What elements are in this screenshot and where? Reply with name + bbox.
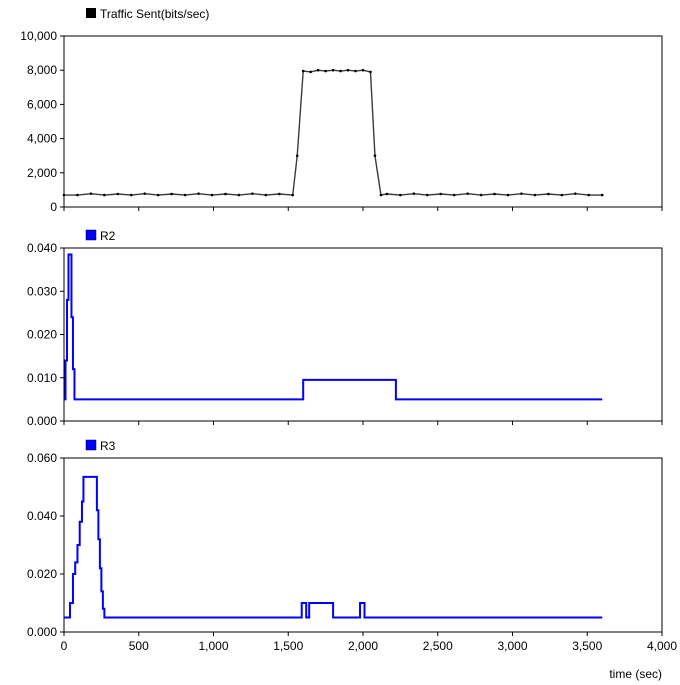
- data-point-traffic-sent: [533, 193, 537, 197]
- panel-r2: R2 0.000 0.010 0.020 0.030 0.040: [27, 229, 663, 428]
- x-axis-label: time (sec): [609, 667, 662, 681]
- x-tick-label: 0: [61, 639, 68, 653]
- y-tick-label-r2: 0.010: [27, 371, 57, 385]
- x-tick-label: 1,500: [273, 639, 303, 653]
- data-point-traffic-sent: [452, 193, 456, 197]
- data-point-traffic-sent: [361, 68, 365, 72]
- legend-swatch-r3: [85, 439, 97, 451]
- x-tick-label: 500: [129, 639, 149, 653]
- data-point-traffic-sent: [197, 192, 200, 195]
- series-line-r2: [64, 253, 603, 401]
- data-point-traffic-sent: [170, 192, 173, 196]
- data-point-traffic-sent: [506, 193, 510, 197]
- data-point-traffic-sent: [379, 193, 383, 197]
- series-line-r3: [64, 475, 603, 619]
- legend-label-r3: R3: [100, 439, 116, 453]
- data-point-traffic-sent: [425, 193, 429, 197]
- y-tick-label-r3: 0.020: [27, 567, 57, 581]
- data-point-traffic-sent: [251, 192, 254, 195]
- y-tick-label-traffic-sent: 4,000: [27, 132, 57, 146]
- x-tick-label: 3,500: [572, 639, 602, 653]
- x-tick-label: 4,000: [647, 639, 677, 653]
- data-point-traffic-sent: [547, 192, 550, 196]
- data-point-traffic-sent: [183, 193, 187, 197]
- data-point-traffic-sent: [385, 192, 389, 196]
- legend-swatch-r2: [85, 229, 97, 241]
- plot-frame-r2: [63, 247, 663, 422]
- data-point-traffic-sent: [301, 69, 305, 73]
- data-point-traffic-sent: [237, 193, 241, 197]
- data-point-traffic-sent: [373, 154, 377, 157]
- series-line-traffic-sent: [64, 69, 603, 196]
- panel-r3: R3 0.000 0.020 0.040 0.060: [27, 439, 663, 639]
- x-tick-label: 2,500: [423, 639, 453, 653]
- y-tick-label-traffic-sent: 6,000: [27, 97, 57, 111]
- data-point-traffic-sent: [316, 68, 320, 72]
- data-point-traffic-sent: [224, 192, 227, 196]
- data-point-traffic-sent: [62, 193, 66, 197]
- y-tick-label-r2: 0.020: [27, 328, 57, 342]
- data-point-traffic-sent: [412, 192, 416, 195]
- plot-frame-traffic-sent: [63, 35, 663, 208]
- plot-frame-r3: [63, 457, 663, 633]
- legend-label-r2: R2: [100, 229, 116, 243]
- data-point-traffic-sent: [331, 68, 335, 72]
- data-point-traffic-sent: [291, 193, 295, 197]
- data-point-traffic-sent: [76, 193, 79, 197]
- data-point-traffic-sent: [573, 192, 577, 195]
- y-tick-label-traffic-sent: 0: [50, 200, 57, 214]
- data-point-traffic-sent: [600, 193, 604, 197]
- y-tick-label-r3: 0.060: [27, 451, 57, 465]
- data-point-traffic-sent: [324, 69, 327, 73]
- data-point-traffic-sent: [354, 69, 357, 73]
- x-tick-label: 3,000: [497, 639, 527, 653]
- x-tick-label: 2,000: [348, 639, 378, 653]
- data-point-traffic-sent: [116, 192, 120, 196]
- data-point-traffic-sent: [264, 193, 268, 197]
- data-point-traffic-sent: [520, 192, 523, 195]
- data-point-traffic-sent: [129, 193, 133, 197]
- x-tick-label: 1,000: [198, 639, 228, 653]
- data-point-traffic-sent: [466, 192, 469, 195]
- data-point-traffic-sent: [156, 193, 160, 197]
- y-tick-label-r2: 0.000: [27, 414, 57, 428]
- y-tick-label-traffic-sent: 10,000: [20, 29, 57, 43]
- data-point-traffic-sent: [560, 193, 564, 197]
- y-tick-label-r2: 0.040: [27, 241, 57, 255]
- y-tick-label-r3: 0.040: [27, 509, 57, 523]
- data-point-traffic-sent: [346, 68, 350, 72]
- y-tick-label-r2: 0.030: [27, 284, 57, 298]
- data-point-traffic-sent: [309, 70, 312, 74]
- data-point-traffic-sent: [439, 192, 443, 196]
- y-tick-label-r3: 0.000: [27, 625, 57, 639]
- y-tick-label-traffic-sent: 2,000: [27, 166, 57, 180]
- data-point-traffic-sent: [399, 193, 402, 197]
- data-point-traffic-sent: [479, 193, 483, 197]
- data-point-traffic-sent: [587, 193, 591, 197]
- data-point-traffic-sent: [89, 192, 93, 195]
- data-point-traffic-sent: [295, 154, 299, 157]
- data-point-traffic-sent: [277, 192, 281, 196]
- data-point-traffic-sent: [103, 193, 106, 197]
- panel-traffic-sent: Traffic Sent(bits/sec) 0 2,000 4,000 6,000 8…: [20, 7, 663, 214]
- x-axis: 0 500 1,000 1,500 2,000 2,500 3,000 3,500 4,000: [61, 639, 678, 653]
- data-point-traffic-sent: [339, 69, 342, 73]
- data-point-traffic-sent: [493, 192, 496, 196]
- data-point-traffic-sent: [210, 193, 214, 197]
- y-tick-label-traffic-sent: 8,000: [27, 63, 57, 77]
- data-point-traffic-sent: [369, 70, 372, 74]
- legend-label-traffic-sent: Traffic Sent(bits/sec): [100, 7, 209, 21]
- legend-swatch-traffic-sent: [86, 8, 96, 18]
- data-point-traffic-sent: [143, 192, 147, 195]
